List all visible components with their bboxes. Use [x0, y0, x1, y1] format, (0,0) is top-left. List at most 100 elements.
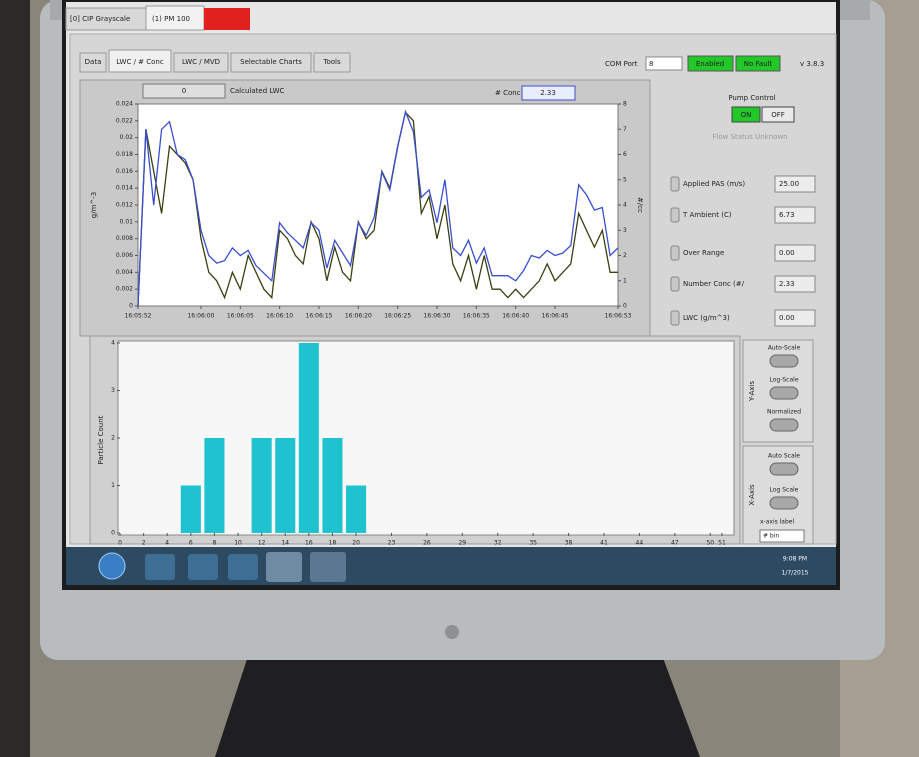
toggle-switch[interactable]	[769, 462, 799, 476]
x-tick-label: 50	[706, 540, 714, 547]
readout-value: 0.00	[779, 249, 795, 257]
sub-tab[interactable]	[230, 52, 312, 73]
y-tick-label: 0.012	[116, 202, 133, 209]
readout-field	[774, 309, 816, 327]
start-button[interactable]	[98, 552, 126, 580]
x-axis-controls	[742, 445, 814, 545]
y-tick-label: 1	[111, 482, 115, 489]
y-tick-label: 0.018	[116, 151, 133, 158]
x-tick-label: 16:06:45	[542, 313, 569, 320]
x-tick-label: 16:06:35	[463, 313, 490, 320]
y2-tick-label: 8	[623, 101, 627, 108]
x-tick-label: 12	[258, 540, 266, 547]
power-button[interactable]	[445, 625, 459, 639]
clock-date: 1/7/2015	[782, 570, 809, 577]
readout-field	[774, 275, 816, 293]
pump-on-label: ON	[741, 111, 752, 119]
y2-tick-label: 6	[623, 151, 627, 158]
y-tick-label: 0.002	[116, 286, 133, 293]
conc-value: 2.33	[540, 89, 556, 97]
x-tick-label: 16:06:05	[227, 313, 254, 320]
y2-tick-label: 5	[623, 176, 627, 183]
spin-control[interactable]	[670, 207, 680, 223]
toggle-switch[interactable]	[769, 354, 799, 368]
left-shadow	[0, 0, 30, 757]
pump-off-label: OFF	[771, 111, 785, 119]
x-tick-label: 16:06:30	[424, 313, 451, 320]
x-tick-label: 4	[165, 540, 169, 547]
calc-lwc-value: 0	[182, 87, 186, 95]
sub-tab[interactable]	[173, 52, 229, 73]
pump-off-button[interactable]	[761, 106, 795, 123]
readout-field	[774, 175, 816, 193]
toggle-switch[interactable]	[769, 496, 799, 510]
tab-label: (1) PM 100	[152, 15, 190, 23]
taskbar-app[interactable]	[228, 554, 258, 580]
y-tick-label: 0.01	[120, 218, 134, 225]
taskbar-app[interactable]	[310, 552, 346, 582]
spin-control[interactable]	[670, 176, 680, 192]
x-tick-label: 16:06:10	[266, 313, 293, 320]
pump-title: Pump Control	[728, 94, 775, 102]
x-tick-label: 26	[423, 540, 431, 547]
com-port-field[interactable]	[645, 56, 683, 71]
y-tick-label: 0.024	[116, 101, 133, 108]
taskbar-app-active[interactable]	[266, 552, 302, 582]
conc-field	[521, 85, 576, 101]
sub-tab-label: Tools	[322, 58, 341, 66]
tab-label: [0] CIP Grayscale	[70, 15, 130, 23]
y2-tick-label: 4	[623, 202, 627, 209]
bar	[180, 485, 201, 533]
taskbar-app[interactable]	[188, 554, 218, 580]
x-tick-label: 10	[234, 540, 242, 547]
taskbar-app[interactable]	[145, 554, 175, 580]
x-tick-label: 44	[636, 540, 644, 547]
x-tick-label: 0	[118, 540, 122, 547]
sub-tab-label: Data	[85, 58, 102, 66]
bar	[298, 343, 319, 533]
fault-indicator	[735, 55, 781, 72]
y-tick-label: 0	[111, 530, 115, 537]
x-tick-label: 16:06:40	[502, 313, 529, 320]
control-label: Normalized	[767, 409, 801, 416]
y2-tick-label: 3	[623, 227, 627, 234]
readout-label: LWC (g/m^3)	[683, 314, 730, 322]
sub-tab[interactable]	[313, 52, 351, 73]
toggle-switch[interactable]	[769, 418, 799, 432]
calc-lwc-label: Calculated LWC	[230, 87, 285, 95]
spin-control[interactable]	[670, 310, 680, 326]
toggle-switch[interactable]	[769, 386, 799, 400]
bar	[204, 438, 225, 533]
readout-label: Number Conc (#/	[683, 280, 745, 288]
x-tick-label: 16	[305, 540, 313, 547]
x-tick-label: 51	[718, 540, 726, 547]
x-axis-field-value: # bin	[763, 533, 779, 540]
x-axis-controls-title: X-Axis	[748, 484, 756, 506]
sub-tab[interactable]	[79, 52, 107, 73]
x-tick-label: 6	[189, 540, 193, 547]
sub-tab-active[interactable]	[108, 49, 172, 73]
tab-red[interactable]	[204, 8, 250, 30]
readout-field	[774, 206, 816, 224]
x-tick-label: 20	[352, 540, 360, 547]
pump-on-button[interactable]	[731, 106, 761, 123]
conc-label: # Conc	[495, 89, 521, 97]
x-tick-label: 18	[329, 540, 337, 547]
spin-control[interactable]	[670, 245, 680, 261]
y2-tick-label: 1	[623, 277, 627, 284]
bar	[275, 438, 296, 533]
y-tick-label: 4	[111, 340, 115, 347]
control-label: Log-Scale	[769, 377, 798, 384]
enabled-label: Enabled	[696, 60, 724, 68]
y2-axis-label: #/cc	[636, 197, 644, 213]
readout-value: 6.73	[779, 211, 795, 219]
taskbar	[66, 547, 836, 585]
x-tick-label: 8	[213, 540, 217, 547]
x-axis-field-label: x-axis label	[760, 519, 794, 526]
spin-control[interactable]	[670, 276, 680, 292]
y-tick-label: 0.004	[116, 269, 133, 276]
x-tick-label: 16:06:00	[187, 313, 214, 320]
x-axis-field[interactable]	[759, 529, 805, 543]
calc-lwc-field	[142, 83, 226, 99]
